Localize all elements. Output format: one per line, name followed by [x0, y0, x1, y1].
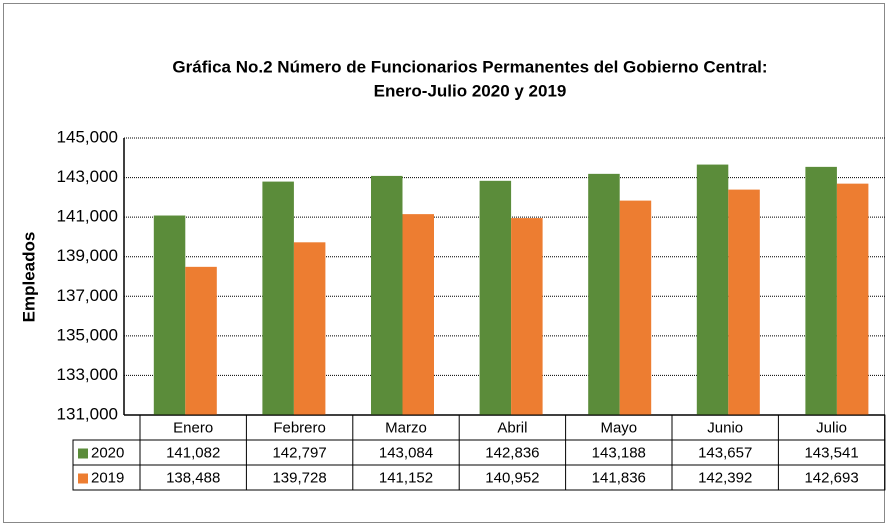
table-value: 138,488	[166, 469, 220, 486]
bar	[185, 266, 217, 415]
bar	[619, 200, 652, 415]
table-value: 143,188	[592, 444, 646, 461]
table-value: 142,693	[804, 469, 858, 486]
bar	[511, 218, 543, 415]
table-value: 142,836	[485, 444, 539, 461]
bar	[153, 215, 186, 415]
bar	[293, 242, 326, 415]
x-tick-label: Junio	[707, 419, 743, 436]
table-value: 143,541	[804, 444, 858, 461]
chart-title: Gráfica No.2 Número de Funcionarios Perm…	[172, 57, 767, 76]
legend-swatch	[78, 448, 88, 459]
y-axis-label: Empleados	[19, 232, 38, 323]
y-tick-label: 139,000	[57, 246, 118, 265]
table-value: 141,152	[379, 469, 433, 486]
legend-label: 2019	[91, 469, 124, 486]
table-value: 143,084	[379, 444, 433, 461]
y-tick-label: 137,000	[57, 286, 118, 305]
table-value: 142,392	[698, 469, 752, 486]
bar	[836, 183, 869, 415]
y-tick-label: 143,000	[57, 167, 118, 186]
bar	[371, 175, 403, 415]
bar	[479, 180, 512, 415]
y-tick-label: 141,000	[57, 207, 118, 226]
bar	[588, 173, 620, 415]
x-tick-label: Marzo	[385, 419, 427, 436]
chart-subtitle: Enero-Julio 2020 y 2019	[374, 81, 567, 100]
y-tick-label: 145,000	[57, 127, 118, 146]
legend-label: 2020	[91, 444, 124, 461]
y-tick-label: 135,000	[57, 325, 118, 344]
x-tick-label: Abril	[497, 419, 527, 436]
y-tick-label: 133,000	[57, 365, 118, 384]
bar	[262, 181, 294, 415]
bar	[728, 189, 760, 415]
table-value: 139,728	[272, 469, 326, 486]
table-value: 141,836	[592, 469, 646, 486]
bar	[696, 164, 729, 415]
x-tick-label: Mayo	[600, 419, 637, 436]
table-value: 142,797	[272, 444, 326, 461]
x-tick-label: Julio	[816, 419, 847, 436]
x-tick-label: Febrero	[273, 419, 326, 436]
bar	[402, 214, 434, 415]
x-tick-label: Enero	[173, 419, 213, 436]
table-value: 143,657	[698, 444, 752, 461]
table-value: 140,952	[485, 469, 539, 486]
y-tick-label: 131,000	[57, 404, 118, 423]
bar	[805, 166, 837, 415]
legend-swatch	[78, 473, 88, 484]
table-value: 141,082	[166, 444, 220, 461]
